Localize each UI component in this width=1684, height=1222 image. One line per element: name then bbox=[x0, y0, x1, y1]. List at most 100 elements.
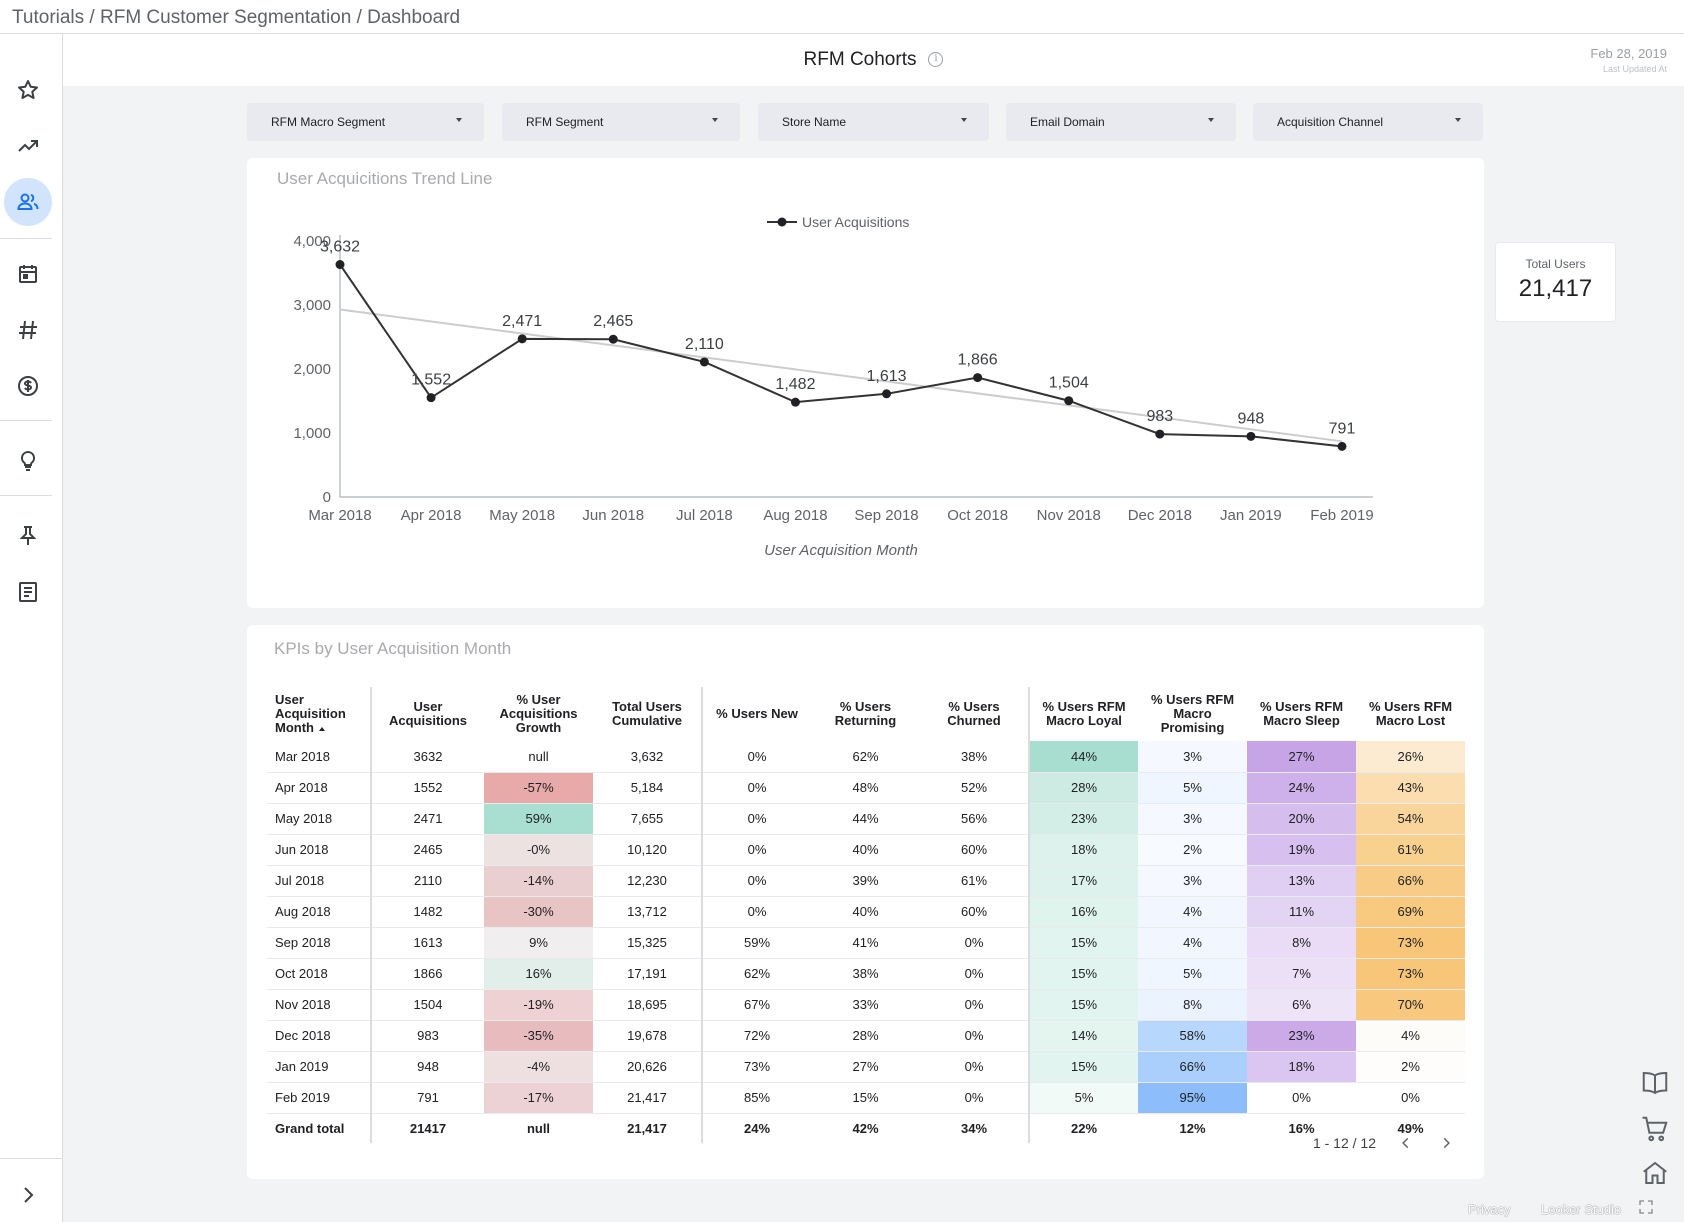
sidebar-divider bbox=[0, 1158, 63, 1159]
col-header-new[interactable]: % Users New bbox=[701, 687, 811, 741]
x-axis-title: User Acquisition Month bbox=[764, 542, 918, 559]
cell-new: 0% bbox=[701, 834, 811, 866]
x-tick-label: Nov 2018 bbox=[1037, 507, 1101, 524]
cell-month: Oct 2018 bbox=[267, 958, 371, 990]
col-header-loyal[interactable]: % Users RFM Macro Loyal bbox=[1028, 687, 1138, 741]
cell-new: 73% bbox=[701, 1051, 811, 1083]
filter-email-domain[interactable]: Email Domain bbox=[1006, 103, 1236, 141]
cell-churned: 52% bbox=[920, 772, 1029, 804]
cell-loyal: 23% bbox=[1028, 803, 1138, 835]
cell-lost: 26% bbox=[1356, 741, 1465, 773]
cell-loyal: 15% bbox=[1028, 958, 1138, 990]
col-header-growth[interactable]: % User Acquisitions Growth bbox=[499, 692, 578, 735]
table-row[interactable]: Jul 2018 2110 -14% 12,230 0% 39% 61% 17% 3% 13% 66… bbox=[267, 865, 1465, 897]
table-row[interactable]: Nov 2018 1504 -19% 18,695 67% 33% 0% 15% 8% 6% 70% bbox=[267, 989, 1465, 1021]
col-header-cumulative[interactable]: Total Users Cumulative bbox=[611, 699, 683, 728]
cell-acquisitions: 948 bbox=[370, 1051, 484, 1083]
filter-acquisition-channel[interactable]: Acquisition Channel bbox=[1253, 103, 1483, 141]
last-updated-label: Last Updated At bbox=[1602, 64, 1667, 74]
trending-up-icon[interactable] bbox=[4, 122, 52, 170]
table-row[interactable]: Sep 2018 1613 9% 15,325 59% 41% 0% 15% 4% 8% 73% bbox=[267, 927, 1465, 959]
table-row[interactable]: Jun 2018 2465 -0% 10,120 0% 40% 60% 18% 2% 19% 61% bbox=[267, 834, 1465, 866]
col-header-returning[interactable]: % Users Returning bbox=[834, 699, 897, 728]
filter-rfm-segment[interactable]: RFM Segment bbox=[502, 103, 740, 141]
fullscreen-icon[interactable] bbox=[1638, 1199, 1654, 1220]
cell-acquisitions: 1866 bbox=[370, 958, 484, 990]
home-icon[interactable] bbox=[1640, 1158, 1670, 1193]
table-row[interactable]: Jan 2019 948 -4% 20,626 73% 27% 0% 15% 66% 18% 2% bbox=[267, 1051, 1465, 1083]
dropdown-arrow-icon bbox=[1455, 118, 1461, 122]
y-tick-label: 4,000 bbox=[293, 233, 331, 250]
next-page-icon[interactable] bbox=[1436, 1133, 1456, 1153]
cell-churned: 60% bbox=[920, 834, 1029, 866]
cell-loyal: 5% bbox=[1028, 1082, 1138, 1114]
cell-month: Nov 2018 bbox=[267, 989, 371, 1021]
calendar-icon[interactable] bbox=[4, 250, 52, 298]
hashtag-icon[interactable] bbox=[4, 306, 52, 354]
legend-label: User Acquisitions bbox=[802, 214, 909, 230]
cell-month: Dec 2018 bbox=[267, 1020, 371, 1052]
x-tick-label: May 2018 bbox=[489, 507, 555, 524]
filter-label: Store Name bbox=[782, 115, 847, 129]
dropdown-arrow-icon bbox=[961, 118, 967, 122]
expand-chevron-icon[interactable] bbox=[4, 1171, 52, 1219]
trend-title: User Acquicitions Trend Line bbox=[277, 169, 493, 188]
col-header-lost[interactable]: % Users RFM Macro Lost bbox=[1368, 699, 1453, 728]
col-header-churned[interactable]: % Users Churned bbox=[947, 699, 1001, 728]
cell-promising: 3% bbox=[1138, 741, 1247, 773]
total-promising: 12% bbox=[1179, 1120, 1206, 1136]
pin-icon[interactable] bbox=[4, 512, 52, 560]
cell-promising: 58% bbox=[1138, 1020, 1247, 1052]
x-tick-label: Aug 2018 bbox=[763, 507, 827, 524]
dollar-icon[interactable] bbox=[4, 362, 52, 410]
total-users-scorecard: Total Users 21,417 bbox=[1495, 242, 1616, 322]
cell-returning: 28% bbox=[811, 1020, 920, 1052]
total-churned: 34% bbox=[960, 1120, 988, 1136]
table-row[interactable]: May 2018 2471 59% 7,655 0% 44% 56% 23% 3% 20% 54% bbox=[267, 803, 1465, 835]
cell-growth: -14% bbox=[484, 865, 593, 897]
cell-sleep: 7% bbox=[1247, 958, 1356, 990]
table-row[interactable]: Feb 2019 791 -17% 21,417 85% 15% 0% 5% 95% 0% 0% bbox=[267, 1082, 1465, 1114]
cell-promising: 95% bbox=[1138, 1082, 1247, 1114]
filter-store-name[interactable]: Store Name bbox=[758, 103, 989, 141]
total-users-label: Total Users bbox=[1525, 257, 1586, 271]
table-row[interactable]: Aug 2018 1482 -30% 13,712 0% 40% 60% 16% 4% 11% 69… bbox=[267, 896, 1465, 928]
filter-rfm-macro-segment[interactable]: RFM Macro Segment bbox=[247, 103, 484, 141]
y-tick-label: 0 bbox=[323, 489, 331, 506]
document-icon[interactable] bbox=[4, 568, 52, 616]
cell-returning: 41% bbox=[811, 927, 920, 959]
table-row[interactable]: Mar 2018 3632 null 3,632 0% 62% 38% 44% 3% 27% 26% bbox=[267, 741, 1465, 773]
cart-icon[interactable] bbox=[1640, 1114, 1670, 1149]
cell-loyal: 14% bbox=[1028, 1020, 1138, 1052]
table-row[interactable]: Apr 2018 1552 -57% 5,184 0% 48% 52% 28% 5% 24% 43% bbox=[267, 772, 1465, 804]
data-point bbox=[1155, 429, 1165, 439]
cell-lost: 43% bbox=[1356, 772, 1465, 804]
table-body: Mar 2018 3632 null 3,632 0% 62% 38% 44% 3% 27% 26%… bbox=[267, 741, 1465, 1143]
cell-month: Jun 2018 bbox=[267, 834, 371, 866]
cell-loyal: 15% bbox=[1028, 989, 1138, 1021]
col-header-promising[interactable]: % Users RFM Macro Promising bbox=[1150, 692, 1235, 735]
privacy-link[interactable]: Privacy bbox=[1468, 1202, 1511, 1217]
breadcrumb[interactable]: Tutorials / RFM Customer Segmentation / … bbox=[12, 7, 461, 28]
prev-page-icon[interactable] bbox=[1396, 1133, 1416, 1153]
col-header-month[interactable]: User Acquisition Month bbox=[267, 687, 371, 741]
table-row[interactable]: Dec 2018 983 -35% 19,678 72% 28% 0% 14% 58% 23% 4% bbox=[267, 1020, 1465, 1052]
star-icon[interactable] bbox=[4, 66, 52, 114]
total-lost: 49% bbox=[1397, 1120, 1424, 1136]
looker-studio-link[interactable]: Looker Studio bbox=[1541, 1202, 1622, 1217]
cell-cumulative: 10,120 bbox=[593, 834, 702, 866]
cell-lost: 2% bbox=[1356, 1051, 1465, 1083]
header-text: User Acquisition Month bbox=[275, 692, 346, 735]
cell-sleep: 11% bbox=[1247, 896, 1356, 928]
col-header-acquisitions[interactable]: User Acquisitions bbox=[370, 687, 484, 741]
people-icon[interactable] bbox=[4, 178, 52, 226]
book-icon[interactable] bbox=[1640, 1068, 1670, 1103]
lightbulb-icon[interactable] bbox=[4, 437, 52, 485]
col-header-sleep[interactable]: % Users RFM Macro Sleep bbox=[1259, 699, 1344, 728]
sort-ascending-icon[interactable] bbox=[318, 726, 325, 731]
trend-chart[interactable]: 0 1,000 2,000 3,000 4,000 Mar 2018 Apr 2018 May… bbox=[247, 158, 1484, 608]
info-icon[interactable]: i bbox=[928, 52, 944, 68]
data-label: 1,866 bbox=[958, 352, 998, 369]
y-tick-label: 3,000 bbox=[293, 297, 331, 314]
table-row[interactable]: Oct 2018 1866 16% 17,191 62% 38% 0% 15% 5% 7% 73% bbox=[267, 958, 1465, 990]
